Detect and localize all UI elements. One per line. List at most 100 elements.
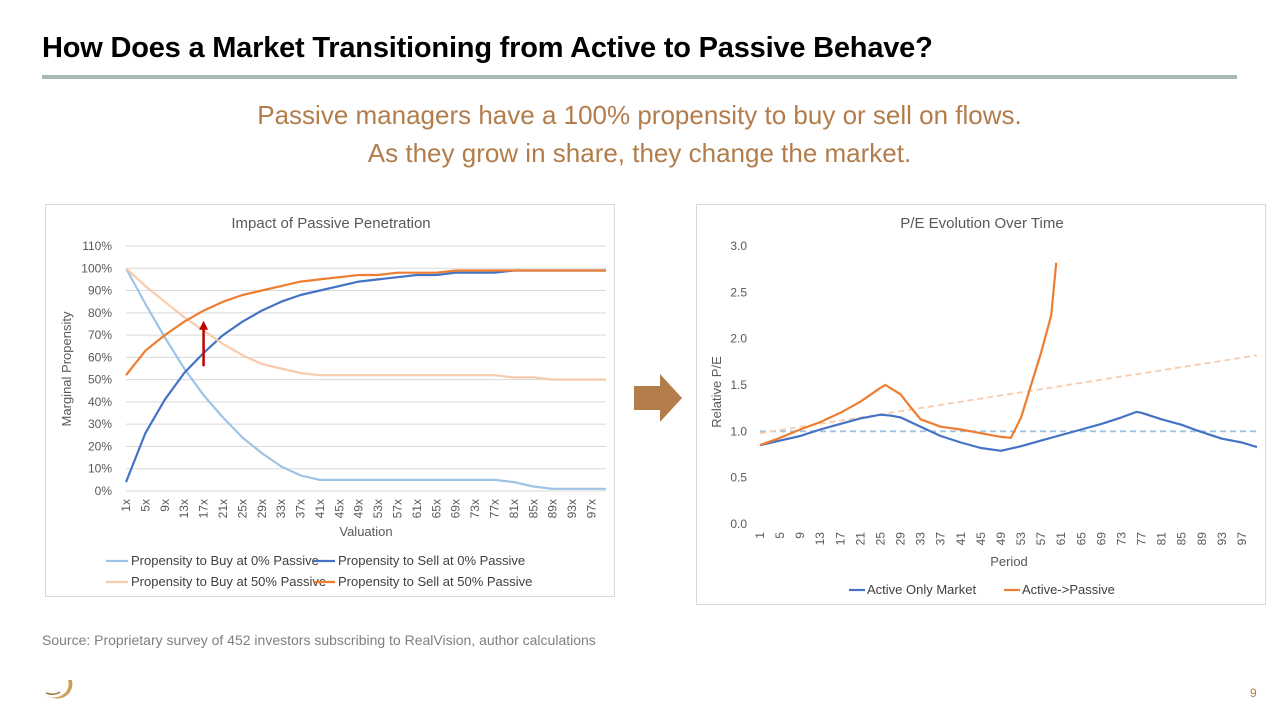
- passive-penetration-svg: Impact of Passive Penetration 0% 10% 20% 30%…: [59, 215, 606, 589]
- x-tick-label: 61x: [410, 499, 424, 518]
- x-tick-label: 13: [813, 532, 827, 546]
- y-tick-label: 40%: [88, 395, 112, 409]
- x-tick-label: 41: [954, 532, 968, 546]
- x-tick-label: 81: [1155, 532, 1169, 546]
- x-tick-label: 29x: [255, 499, 269, 518]
- x-tick-label: 13x: [177, 499, 191, 518]
- y-tick-label: 10%: [88, 462, 112, 476]
- legend-entry: Propensity to Buy at 0% Passive: [131, 553, 319, 568]
- y-tick-label: 20%: [88, 439, 112, 453]
- x-tick-label: 17x: [197, 499, 211, 518]
- x-tick-label: 69: [1094, 532, 1108, 546]
- source-note: Source: Proprietary survey of 452 invest…: [42, 632, 596, 648]
- x-tick-label: 53x: [371, 499, 385, 518]
- x-tick-label: 9: [793, 532, 807, 539]
- x-tick-label: 49x: [352, 499, 366, 518]
- y-tick-label: 70%: [88, 328, 112, 342]
- series-line-0: [759, 410, 1258, 452]
- y-tick-label: 1.5: [730, 378, 747, 392]
- x-tick-label: 45: [974, 532, 988, 546]
- y-axis-label: Relative P/E: [709, 356, 724, 428]
- x-tick-label: 65x: [429, 499, 443, 518]
- x-tick-label: 89x: [546, 499, 560, 518]
- y-tick-label: 0%: [95, 484, 113, 498]
- x-tick-label: 1x: [119, 499, 133, 512]
- y-tick-label: 50%: [88, 373, 112, 387]
- x-tick-label: 45x: [332, 499, 346, 518]
- x-tick-label: 93x: [565, 499, 579, 518]
- y-tick-label: 1.0: [730, 424, 747, 438]
- chart-title: Impact of Passive Penetration: [231, 215, 430, 232]
- x-tick-label: 33: [914, 532, 928, 546]
- x-tick-label: 5: [773, 532, 787, 539]
- legend-entry: Active->Passive: [1022, 582, 1115, 597]
- company-logo-icon: [42, 680, 74, 705]
- x-tick-label: 77x: [487, 499, 501, 518]
- series-line-2: [125, 267, 606, 381]
- x-tick-label: 9x: [158, 499, 172, 512]
- y-tick-label: 0.0: [730, 517, 747, 531]
- x-axis-label: Valuation: [339, 524, 392, 539]
- page-number: 9: [1250, 686, 1257, 700]
- x-tick-label: 69x: [449, 499, 463, 518]
- y-tick-label: 60%: [88, 350, 112, 364]
- x-tick-label: 97: [1235, 532, 1249, 546]
- series-line-0: [125, 267, 606, 490]
- y-axis-label: Marginal Propensity: [59, 311, 74, 426]
- chart-title: P/E Evolution Over Time: [900, 215, 1063, 232]
- slide-subtitle: Passive managers have a 100% propensity …: [0, 96, 1279, 172]
- subtitle-line-1: Passive managers have a 100% propensity …: [257, 100, 1022, 130]
- x-tick-label: 49: [994, 532, 1008, 546]
- y-tick-label: 90%: [88, 284, 112, 298]
- x-tick-label: 85: [1175, 532, 1189, 546]
- legend-entry: Propensity to Sell at 50% Passive: [338, 574, 532, 589]
- reference-line-1: [759, 354, 1258, 435]
- x-tick-label: 65: [1074, 532, 1088, 546]
- y-tick-label: 110%: [82, 239, 112, 253]
- y-tick-label: 2.0: [730, 332, 747, 346]
- x-tick-label: 33x: [274, 499, 288, 518]
- passive-penetration-chart: Impact of Passive Penetration 0% 10% 20% 30%…: [45, 204, 615, 597]
- x-tick-label: 1: [753, 532, 767, 539]
- y-tick-label: 100%: [81, 261, 112, 275]
- y-tick-label: 2.5: [730, 285, 747, 299]
- x-tick-label: 41x: [313, 499, 327, 518]
- pe-evolution-svg: P/E Evolution Over Time 0.0 0.5 1.0 1.5 2.0 2.…: [709, 215, 1258, 597]
- x-tick-label: 93: [1215, 532, 1229, 546]
- x-tick-label: 81x: [507, 499, 521, 518]
- y-tick-label: 3.0: [730, 239, 747, 253]
- right-arrow-icon: [634, 374, 682, 427]
- legend-entry: Propensity to Buy at 50% Passive: [131, 574, 326, 589]
- x-tick-label: 57x: [391, 499, 405, 518]
- x-tick-label: 37: [934, 532, 948, 546]
- x-axis-label: Period: [990, 554, 1028, 569]
- x-tick-label: 73x: [468, 499, 482, 518]
- x-tick-label: 25x: [235, 499, 249, 518]
- x-tick-label: 25: [873, 532, 887, 546]
- pe-evolution-chart: P/E Evolution Over Time 0.0 0.5 1.0 1.5 2.0 2.…: [696, 204, 1266, 605]
- x-tick-label: 57: [1034, 532, 1048, 546]
- legend-entry: Active Only Market: [867, 582, 976, 597]
- x-tick-label: 21: [853, 532, 867, 546]
- x-tick-label: 17: [833, 532, 847, 546]
- x-tick-label: 73: [1114, 532, 1128, 546]
- y-tick-label: 80%: [88, 306, 112, 320]
- x-tick-label: 37x: [294, 499, 308, 518]
- y-tick-label: 0.5: [730, 471, 747, 485]
- y-tick-label: 30%: [88, 417, 112, 431]
- x-tick-label: 89: [1195, 532, 1209, 546]
- x-tick-label: 21x: [216, 499, 230, 518]
- slide-title: How Does a Market Transitioning from Act…: [42, 32, 933, 64]
- x-tick-label: 85x: [526, 499, 540, 518]
- x-tick-label: 5x: [138, 499, 152, 512]
- annotation-arrow-head: [199, 320, 209, 330]
- x-tick-label: 53: [1014, 532, 1028, 546]
- series-line-1: [759, 262, 1058, 447]
- subtitle-line-2: As they grow in share, they change the m…: [367, 138, 912, 168]
- title-rule: [42, 75, 1237, 79]
- legend-entry: Propensity to Sell at 0% Passive: [338, 553, 525, 568]
- x-tick-label: 61: [1054, 532, 1068, 546]
- x-tick-label: 29: [894, 532, 908, 546]
- x-tick-label: 97x: [584, 499, 598, 518]
- series-line-3: [125, 269, 606, 376]
